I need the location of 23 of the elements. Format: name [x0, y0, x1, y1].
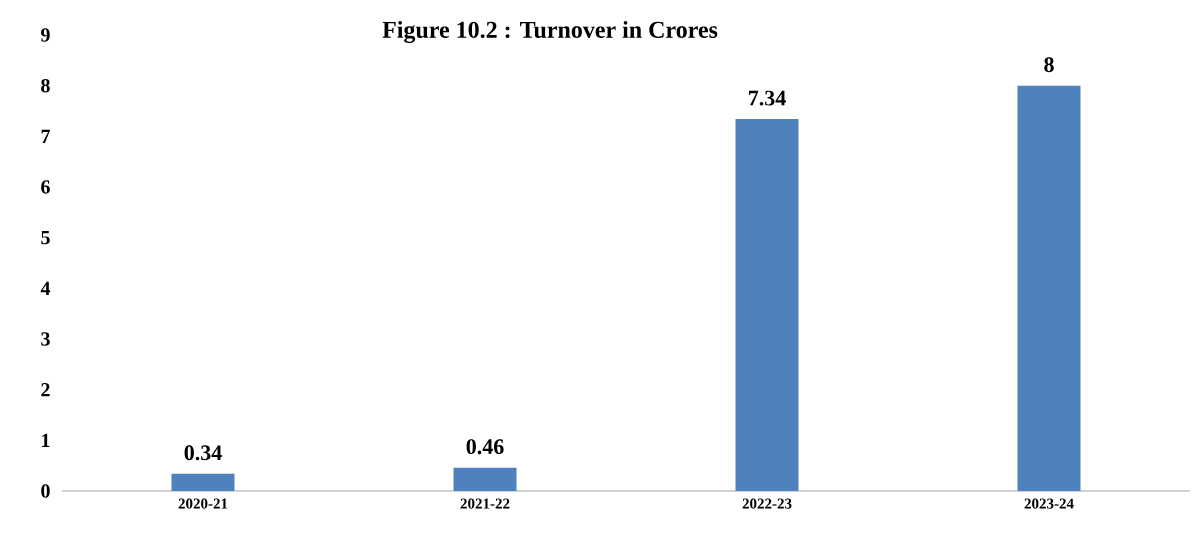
- chart-title: Figure 10.2 : Turnover in Crores: [382, 21, 718, 43]
- x-tick-label: 2021-22: [460, 498, 510, 509]
- data-label: 0.46: [466, 439, 504, 455]
- bar: [453, 467, 517, 491]
- data-label: 8: [1044, 57, 1054, 73]
- y-tick-label: 4: [40, 281, 51, 295]
- y-tick-label: 0: [41, 484, 50, 498]
- y-tick-label: 6: [41, 180, 50, 194]
- y-tick-label: 9: [41, 28, 50, 42]
- y-tick-label: 2: [41, 383, 50, 397]
- y-tick-label: 5: [41, 231, 50, 245]
- bar: [735, 119, 799, 491]
- x-tick-label: 2022-23: [742, 498, 792, 509]
- data-label: 7.34: [749, 90, 786, 106]
- y-tick-label: 7: [41, 129, 50, 143]
- data-label: 0.34: [184, 445, 222, 461]
- bar: [171, 473, 235, 491]
- x-tick-label: 2023-24: [1024, 498, 1074, 509]
- x-tick-label: 2020-21: [178, 498, 228, 509]
- bar: [1017, 85, 1081, 491]
- y-tick-label: 8: [41, 78, 50, 93]
- y-tick-label: 1: [42, 433, 50, 447]
- y-tick-label: 3: [41, 332, 50, 346]
